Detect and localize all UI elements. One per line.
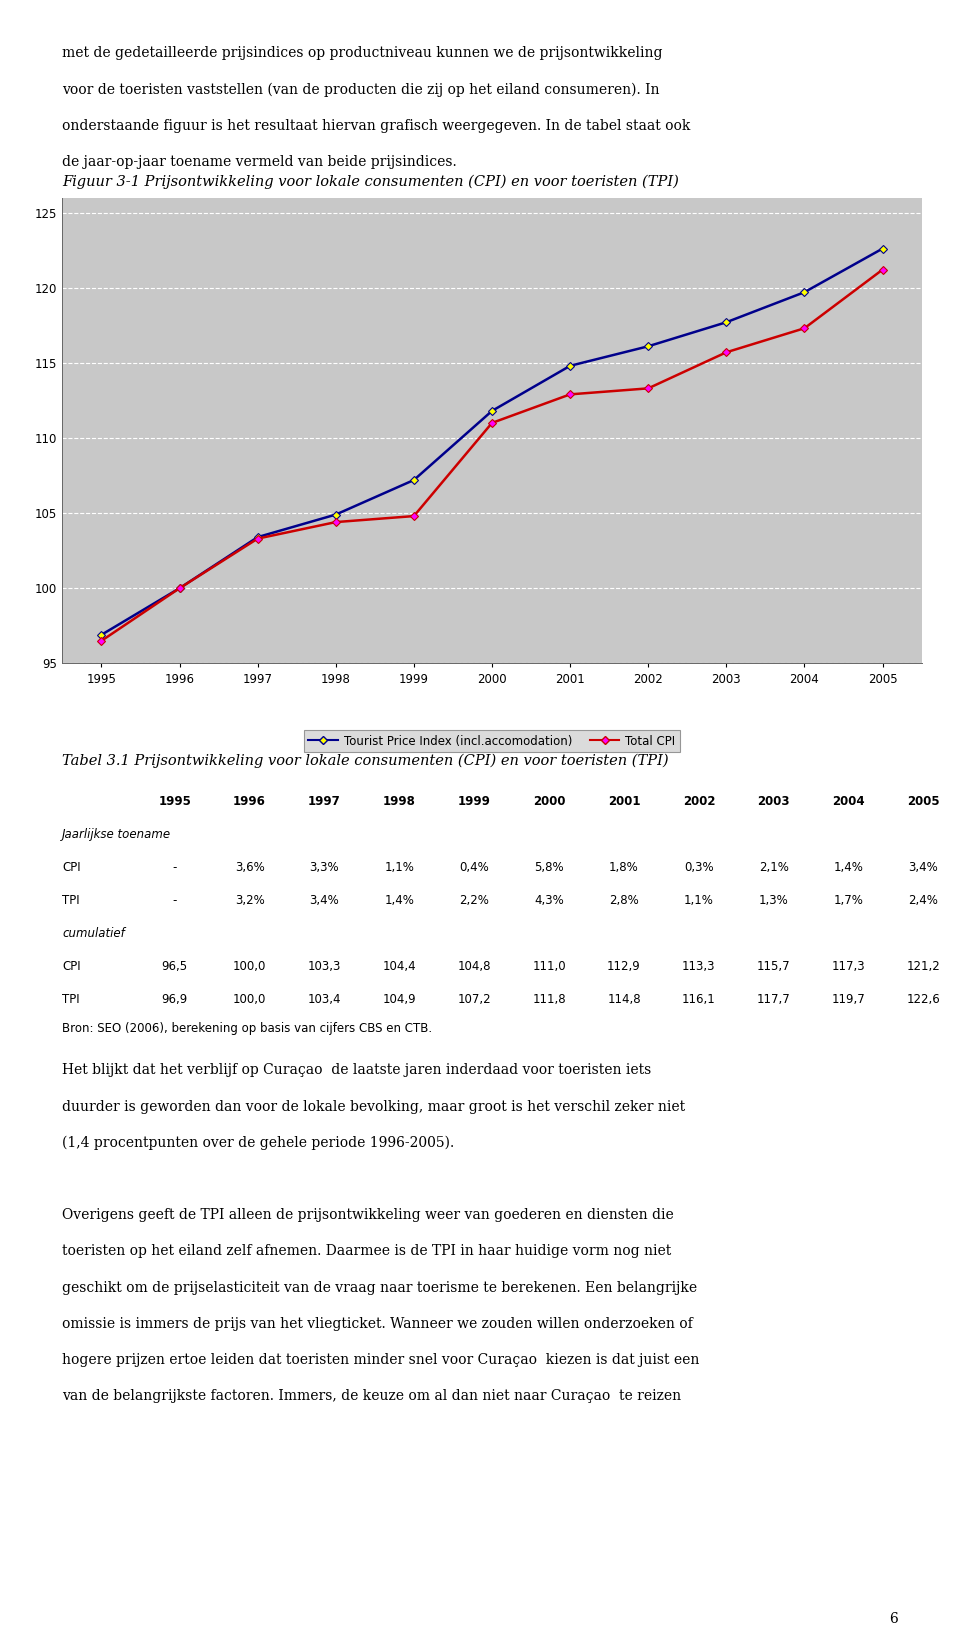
Legend: Tourist Price Index (incl.accomodation), Total CPI: Tourist Price Index (incl.accomodation),… [303, 729, 681, 752]
Text: 113,3: 113,3 [683, 960, 715, 973]
Text: 2003: 2003 [757, 795, 790, 808]
Text: 104,8: 104,8 [458, 960, 491, 973]
Text: 112,9: 112,9 [607, 960, 641, 973]
Text: onderstaande figuur is het resultaat hiervan grafisch weergegeven. In de tabel s: onderstaande figuur is het resultaat hie… [62, 119, 691, 133]
Text: Tabel 3.1 Prijsontwikkeling voor lokale consumenten (CPI) en voor toeristen (TPI: Tabel 3.1 Prijsontwikkeling voor lokale … [62, 754, 669, 769]
Text: 103,4: 103,4 [308, 993, 341, 1006]
Text: 122,6: 122,6 [906, 993, 941, 1006]
Text: 100,0: 100,0 [233, 993, 266, 1006]
Text: 114,8: 114,8 [607, 993, 641, 1006]
Text: 3,2%: 3,2% [235, 894, 264, 907]
Text: van de belangrijkste factoren. Immers, de keuze om al dan niet naar Curaçao  te : van de belangrijkste factoren. Immers, d… [62, 1389, 682, 1404]
Text: 1995: 1995 [158, 795, 191, 808]
Text: 1,3%: 1,3% [759, 894, 788, 907]
Text: geschikt om de prijselasticiteit van de vraag naar toerisme te berekenen. Een be: geschikt om de prijselasticiteit van de … [62, 1281, 698, 1295]
Text: 1997: 1997 [308, 795, 341, 808]
Text: 4,3%: 4,3% [535, 894, 564, 907]
Text: 2001: 2001 [608, 795, 640, 808]
Text: TPI: TPI [62, 993, 80, 1006]
Text: omissie is immers de prijs van het vliegticket. Wanneer we zouden willen onderzo: omissie is immers de prijs van het vlieg… [62, 1317, 693, 1332]
Text: 115,7: 115,7 [756, 960, 791, 973]
Text: 2,2%: 2,2% [459, 894, 490, 907]
Text: 103,3: 103,3 [308, 960, 341, 973]
Text: cumulatief: cumulatief [62, 927, 125, 940]
Text: 3,4%: 3,4% [909, 861, 938, 874]
Text: CPI: CPI [62, 960, 81, 973]
Text: de jaar-op-jaar toename vermeld van beide prijsindices.: de jaar-op-jaar toename vermeld van beid… [62, 155, 457, 170]
Text: 100,0: 100,0 [233, 960, 266, 973]
Text: 3,3%: 3,3% [310, 861, 339, 874]
Text: 5,8%: 5,8% [535, 861, 564, 874]
Text: 1,1%: 1,1% [684, 894, 714, 907]
Text: 1,7%: 1,7% [833, 894, 864, 907]
Text: 1,4%: 1,4% [833, 861, 864, 874]
Text: 107,2: 107,2 [457, 993, 492, 1006]
Text: voor de toeristen vaststellen (van de producten die zij op het eiland consumeren: voor de toeristen vaststellen (van de pr… [62, 82, 660, 97]
Text: 6: 6 [889, 1611, 898, 1626]
Text: 1996: 1996 [233, 795, 266, 808]
Text: 1999: 1999 [458, 795, 491, 808]
Text: 2000: 2000 [533, 795, 565, 808]
Text: 1998: 1998 [383, 795, 416, 808]
Text: 104,4: 104,4 [382, 960, 417, 973]
Text: -: - [173, 861, 177, 874]
Text: 3,6%: 3,6% [235, 861, 264, 874]
Text: hogere prijzen ertoe leiden dat toeristen minder snel voor Curaçao  kiezen is da: hogere prijzen ertoe leiden dat toeriste… [62, 1353, 700, 1368]
Text: 0,4%: 0,4% [460, 861, 489, 874]
Text: met de gedetailleerde prijsindices op productniveau kunnen we de prijsontwikkeli: met de gedetailleerde prijsindices op pr… [62, 46, 663, 61]
Text: 121,2: 121,2 [906, 960, 941, 973]
Text: 2005: 2005 [907, 795, 940, 808]
Text: Het blijkt dat het verblijf op Curaçao  de laatste jaren inderdaad voor toeriste: Het blijkt dat het verblijf op Curaçao d… [62, 1063, 652, 1078]
Text: 2,1%: 2,1% [758, 861, 789, 874]
Text: 2,8%: 2,8% [610, 894, 638, 907]
Text: 2,4%: 2,4% [908, 894, 939, 907]
Text: 1,1%: 1,1% [384, 861, 415, 874]
Text: 1,8%: 1,8% [610, 861, 638, 874]
Text: toeristen op het eiland zelf afnemen. Daarmee is de TPI in haar huidige vorm nog: toeristen op het eiland zelf afnemen. Da… [62, 1244, 672, 1259]
Text: 111,0: 111,0 [532, 960, 566, 973]
Text: 3,4%: 3,4% [310, 894, 339, 907]
Text: 117,7: 117,7 [756, 993, 791, 1006]
Text: 104,9: 104,9 [382, 993, 417, 1006]
Text: Jaarlijkse toename: Jaarlijkse toename [62, 828, 172, 841]
Text: (1,4 procentpunten over de gehele periode 1996-2005).: (1,4 procentpunten over de gehele period… [62, 1136, 455, 1151]
Text: Bron: SEO (2006), berekening op basis van cijfers CBS en CTB.: Bron: SEO (2006), berekening op basis va… [62, 1022, 433, 1035]
Text: 1,4%: 1,4% [384, 894, 415, 907]
Text: 116,1: 116,1 [682, 993, 716, 1006]
Text: 2002: 2002 [683, 795, 715, 808]
Text: 119,7: 119,7 [831, 993, 866, 1006]
Text: 96,9: 96,9 [161, 993, 188, 1006]
Text: duurder is geworden dan voor de lokale bevolking, maar groot is het verschil zek: duurder is geworden dan voor de lokale b… [62, 1100, 685, 1114]
Text: Figuur 3-1 Prijsontwikkeling voor lokale consumenten (CPI) en voor toeristen (TP: Figuur 3-1 Prijsontwikkeling voor lokale… [62, 174, 680, 189]
Text: CPI: CPI [62, 861, 81, 874]
Text: Overigens geeft de TPI alleen de prijsontwikkeling weer van goederen en diensten: Overigens geeft de TPI alleen de prijson… [62, 1208, 674, 1223]
Text: 2004: 2004 [832, 795, 865, 808]
Text: -: - [173, 894, 177, 907]
Text: 117,3: 117,3 [831, 960, 866, 973]
Text: 111,8: 111,8 [532, 993, 566, 1006]
Text: TPI: TPI [62, 894, 80, 907]
Text: 96,5: 96,5 [161, 960, 188, 973]
Text: 0,3%: 0,3% [684, 861, 713, 874]
